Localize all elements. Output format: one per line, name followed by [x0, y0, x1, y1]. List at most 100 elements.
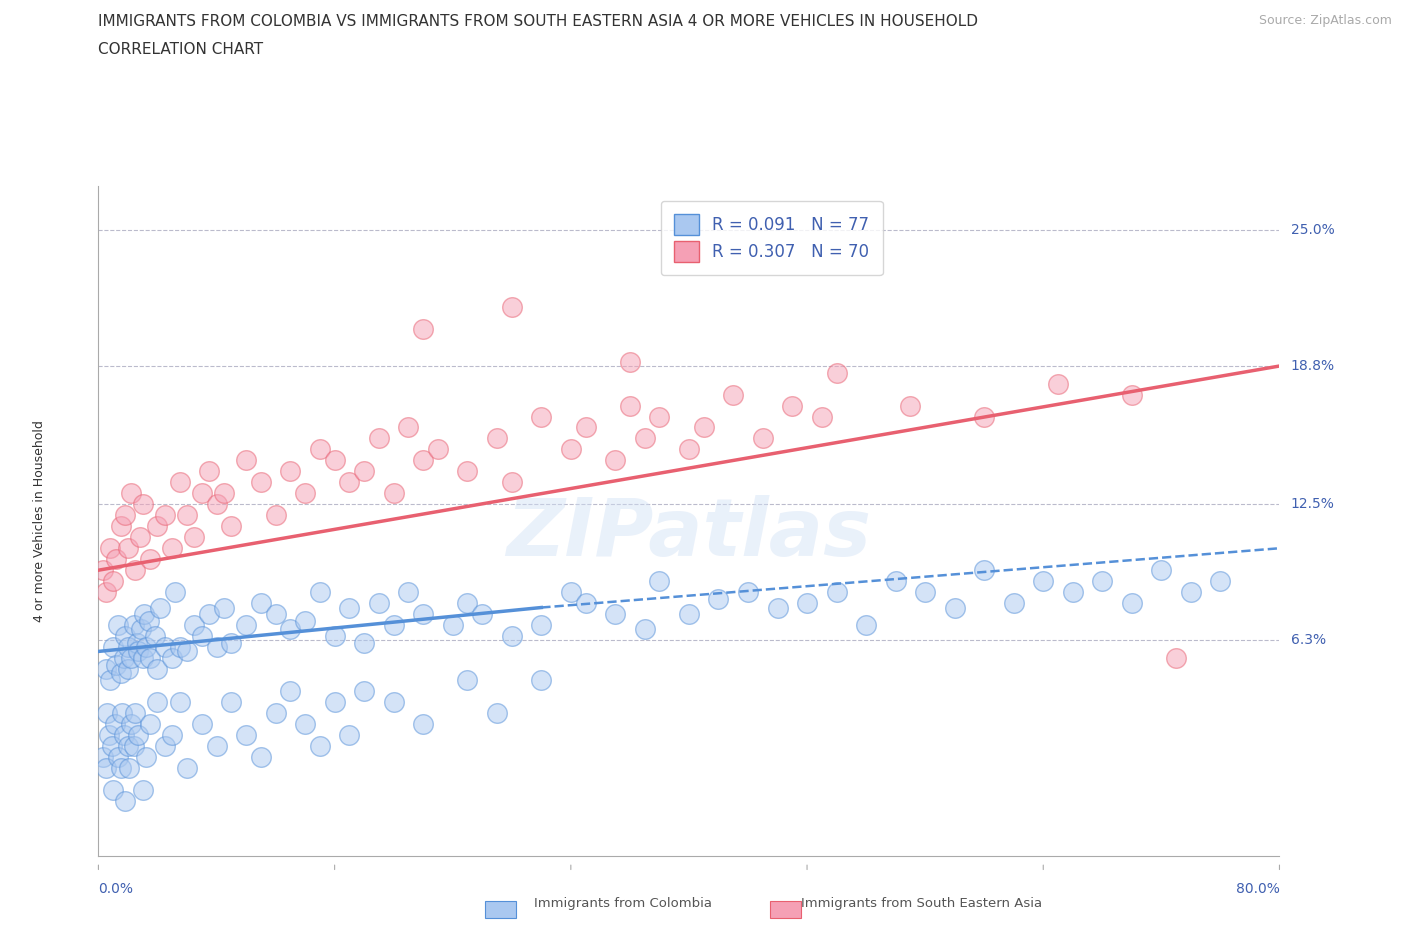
- Point: [117, 541, 139, 556]
- Point: [678, 442, 700, 457]
- Point: [198, 606, 221, 621]
- Point: [235, 453, 257, 468]
- Point: [91, 563, 114, 578]
- Point: [278, 622, 302, 637]
- Point: [139, 651, 162, 666]
- Point: [309, 738, 332, 753]
- Point: [412, 321, 434, 336]
- Point: [323, 629, 346, 644]
- Point: [153, 640, 176, 655]
- Point: [120, 485, 142, 500]
- Point: [191, 629, 214, 644]
- Point: [382, 485, 405, 500]
- Point: [212, 600, 235, 615]
- Point: [382, 695, 405, 710]
- Point: [382, 618, 405, 632]
- Point: [139, 551, 162, 566]
- Point: [98, 541, 121, 556]
- Point: [176, 508, 198, 523]
- Point: [1032, 574, 1054, 589]
- Text: Immigrants from South Eastern Asia: Immigrants from South Eastern Asia: [801, 897, 1042, 910]
- Point: [162, 727, 183, 742]
- Point: [138, 613, 160, 628]
- Point: [191, 716, 214, 731]
- Point: [205, 497, 228, 512]
- Point: [648, 574, 671, 589]
- Point: [110, 519, 132, 534]
- Point: [751, 431, 773, 445]
- Point: [574, 420, 596, 435]
- Point: [219, 695, 243, 710]
- Point: [128, 530, 150, 545]
- Point: [323, 695, 346, 710]
- Point: [219, 519, 243, 534]
- Point: [235, 727, 257, 742]
- Point: [973, 563, 995, 578]
- Text: 18.8%: 18.8%: [1291, 359, 1334, 373]
- Text: IMMIGRANTS FROM COLOMBIA VS IMMIGRANTS FROM SOUTH EASTERN ASIA 4 OR MORE VEHICLE: IMMIGRANTS FROM COLOMBIA VS IMMIGRANTS F…: [98, 14, 979, 29]
- Point: [633, 622, 655, 637]
- Point: [219, 635, 243, 650]
- Point: [353, 635, 375, 650]
- Point: [353, 464, 375, 479]
- Point: [723, 387, 745, 402]
- Point: [810, 409, 832, 424]
- Point: [294, 613, 316, 628]
- Point: [100, 738, 122, 753]
- Point: [264, 706, 287, 721]
- Point: [96, 706, 118, 721]
- Point: [574, 596, 596, 611]
- Point: [648, 409, 671, 424]
- Point: [337, 600, 360, 615]
- Point: [103, 782, 125, 797]
- Text: 12.5%: 12.5%: [1291, 498, 1334, 512]
- Point: [124, 706, 146, 721]
- Point: [94, 585, 117, 600]
- Point: [97, 727, 120, 742]
- Point: [91, 750, 114, 764]
- Point: [110, 761, 132, 776]
- Point: [441, 618, 464, 632]
- Point: [165, 585, 187, 600]
- Point: [107, 618, 129, 632]
- Point: [278, 684, 302, 698]
- FancyBboxPatch shape: [485, 901, 516, 918]
- Point: [162, 651, 183, 666]
- Point: [737, 585, 759, 600]
- Point: [176, 644, 198, 658]
- Point: [162, 541, 183, 556]
- Text: CORRELATION CHART: CORRELATION CHART: [98, 42, 263, 57]
- Point: [146, 519, 169, 534]
- Point: [412, 716, 434, 731]
- Point: [117, 738, 139, 753]
- Legend: R = 0.091   N = 77, R = 0.307   N = 70: R = 0.091 N = 77, R = 0.307 N = 70: [661, 201, 883, 275]
- Point: [105, 551, 128, 566]
- Point: [169, 695, 191, 710]
- Point: [796, 596, 818, 611]
- Text: 25.0%: 25.0%: [1291, 223, 1334, 237]
- Point: [94, 661, 117, 676]
- Point: [112, 727, 135, 742]
- Point: [427, 442, 450, 457]
- Text: 0.0%: 0.0%: [98, 883, 134, 897]
- Point: [294, 716, 316, 731]
- Point: [530, 409, 553, 424]
- Point: [678, 606, 700, 621]
- Point: [114, 793, 136, 808]
- Point: [884, 574, 907, 589]
- FancyBboxPatch shape: [770, 901, 801, 918]
- Point: [456, 672, 478, 687]
- Point: [146, 695, 169, 710]
- Point: [112, 651, 135, 666]
- Point: [103, 574, 125, 589]
- Point: [693, 420, 716, 435]
- Point: [120, 651, 142, 666]
- Point: [250, 475, 273, 490]
- Point: [103, 640, 125, 655]
- Point: [456, 464, 478, 479]
- Point: [132, 497, 155, 512]
- Point: [1002, 596, 1025, 611]
- Point: [1121, 387, 1143, 402]
- Point: [309, 585, 332, 600]
- Point: [619, 398, 641, 413]
